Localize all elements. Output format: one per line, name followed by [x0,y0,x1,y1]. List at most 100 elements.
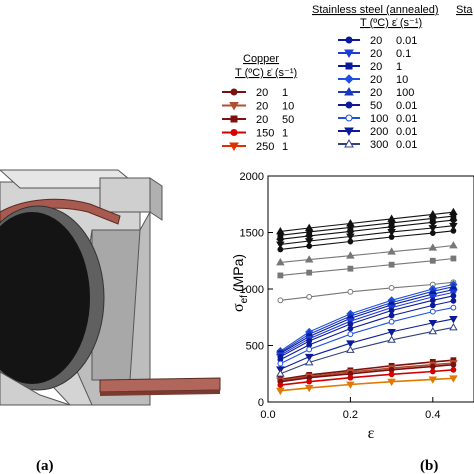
y-axis-label: σef (MPa) [230,254,250,312]
legend-steel-title: Stainless steel (annealed) [312,4,439,16]
data-point-black [347,238,354,245]
data-point-blue [449,323,458,331]
data-point-blue [388,307,395,314]
legend-copper-entry-rate: 50 [282,114,294,126]
series-line-red [280,359,454,381]
y-tick-label: 2000 [240,171,264,183]
legend-copper-title: Copper [243,53,279,65]
data-point-blue [450,292,457,299]
legend-steel-entry-marker [345,114,353,122]
legend-steel-entry-marker [345,36,353,44]
data-point-gray [277,297,284,304]
data-point-red [388,371,395,378]
legend-steel-entry-marker [344,49,354,59]
legend-copper-entry-temperature: 20 [256,87,268,99]
legend-steel-entry-rate: 0.1 [396,48,411,60]
legend-steel-entry-marker [345,62,353,70]
data-point-red [450,361,457,368]
y-tick-label: 0 [258,397,264,409]
series-line-gray [280,257,454,276]
series-line-black [280,211,454,232]
legend-copper-header: T (ºC) ε̇ (s⁻¹) [235,67,297,79]
data-point-blue [306,346,313,353]
series-line-blue [280,286,454,353]
data-point-gray [347,288,354,295]
legend-steel-entry-temperature: 20 [370,61,382,73]
legend-copper-entry-marker [229,142,239,152]
device-clamp-side [149,177,163,221]
data-point-black [450,227,457,234]
data-point-gray [429,257,436,264]
data-point-blue [347,325,354,332]
data-point-black [449,222,458,231]
copper-strip-exit [99,377,221,393]
panel-label-a: (a) [36,458,54,474]
legend-copper-entry-rate: 10 [282,101,294,113]
legend-steel-entry-temperature: 20 [370,35,382,47]
data-point-blue [276,369,285,377]
data-point-gray [276,258,285,266]
series-line-black [280,225,454,245]
data-point-black [306,243,313,249]
data-point-blue [429,302,436,309]
legend-copper-entry-marker [230,129,238,136]
legend-copper-entry-marker [230,88,238,96]
series-line-blue [280,326,454,375]
legend-steel-entry-marker [344,86,354,96]
data-point-red [277,382,284,388]
series-line-gray [280,244,454,263]
legend-steel-entry-marker [345,101,353,109]
legend-steel-entry-temperature: 20 [370,48,382,60]
drum-face [0,212,90,384]
data-point-gray [388,284,395,291]
device-frame-left [0,371,71,406]
legend-steel-entry-marker [344,74,354,84]
data-point-red [276,387,285,396]
legend-steel-title-cut: Sta [456,4,473,16]
x-tick-label: 0.0 [260,409,275,421]
legend-copper-entry-marker [230,115,238,123]
data-point-blue [429,308,436,315]
legend-steel-entry-temperature: 20 [370,74,382,86]
legend-steel-entry-rate: 100 [396,87,414,99]
data-point-blue [388,312,395,319]
data-point-red [347,374,354,381]
series-line-blue [280,307,454,365]
data-point-blue [429,297,436,304]
legend-steel-entry-temperature: 200 [370,126,388,138]
device-clamp [99,177,151,213]
series-line-red [280,377,454,392]
data-point-red [429,368,436,375]
data-point-red [450,366,457,373]
legend-steel-entry-temperature: 100 [370,113,388,125]
series-line-black [280,230,454,250]
data-point-black [346,233,355,241]
legend-copper-entry-temperature: 150 [256,128,274,140]
legend-steel-entry-rate: 0.01 [396,100,417,112]
data-point-blue [388,318,395,325]
data-point-black [429,230,436,236]
chart: 0 500 1000 1500 2000 0.0 0.2 0.4 σef (MPa) ε [230,171,474,442]
data-point-gray [428,243,438,251]
y-axis-symbol: σ [230,303,247,312]
y-axis-unit: (MPa) [230,254,246,292]
legend-steel-entry-rate: 0.01 [396,139,417,151]
data-point-blue [428,320,438,328]
y-tick-label: 1000 [240,284,264,296]
device-illustration [0,169,221,406]
legend-steel-entry-temperature: 50 [370,100,382,112]
legend-copper-entry-rate: 1 [282,128,288,140]
legend-steel-entry-rate: 1 [396,61,402,73]
series-line-blue [280,300,454,361]
data-point-blue [346,340,355,348]
data-point-gray [306,269,313,276]
legend-steel-entry-rate: 10 [396,74,408,86]
data-point-gray [346,251,355,259]
data-point-gray [304,255,314,263]
data-point-red [304,384,314,393]
legend-copper-entry-marker [229,102,239,111]
data-point-blue [304,358,314,366]
data-point-blue [347,331,354,338]
data-point-black [387,229,396,237]
series-line-black [280,215,454,236]
